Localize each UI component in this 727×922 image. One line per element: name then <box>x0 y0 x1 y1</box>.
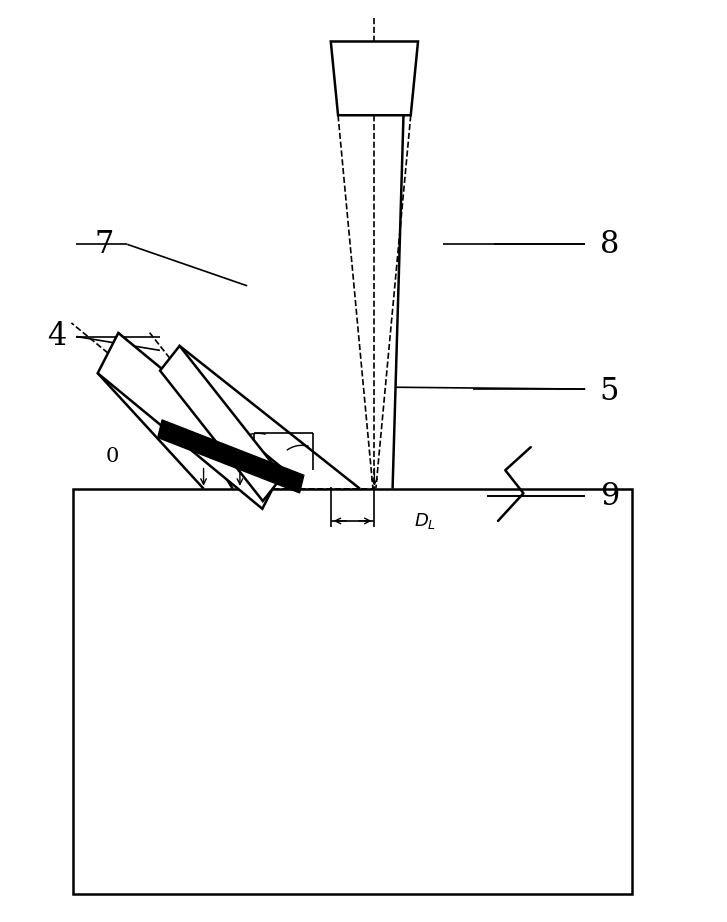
Text: 7: 7 <box>95 229 114 260</box>
Text: 9: 9 <box>600 480 619 512</box>
Text: 8: 8 <box>600 229 619 260</box>
Polygon shape <box>160 346 282 501</box>
Text: $D_L$: $D_L$ <box>414 511 436 531</box>
Polygon shape <box>158 420 304 493</box>
Bar <box>73 489 632 894</box>
Polygon shape <box>97 333 283 509</box>
Text: 4: 4 <box>47 321 66 352</box>
Polygon shape <box>331 41 418 115</box>
Text: 0: 0 <box>106 447 119 466</box>
Text: 5: 5 <box>600 376 619 408</box>
